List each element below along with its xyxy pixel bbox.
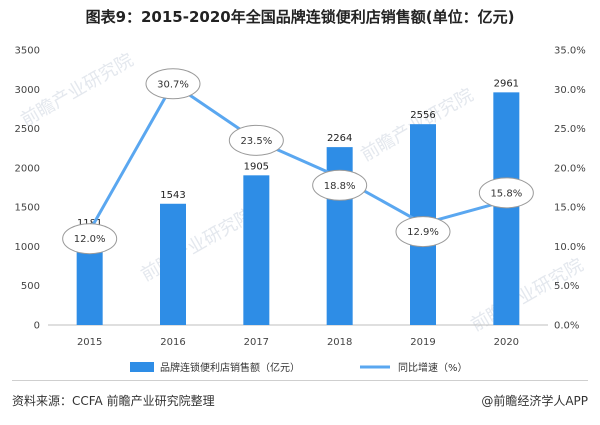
right-axis-tick-label: 10.0% [554,242,586,253]
bar-value-label: 2961 [494,78,519,89]
chart: 前瞻产业研究院前瞻产业研究院前瞻产业研究院前瞻产业研究院 05001000150… [15,46,588,375]
bar-value-label: 2556 [410,110,435,121]
left-axis-tick-label: 2500 [15,124,40,135]
growth-label-bubble [478,177,534,209]
bar [493,92,520,325]
x-axis-tick-label: 2017 [244,337,269,348]
source-note: 资料来源：CCFA 前瞻产业研究院整理 [12,394,215,408]
growth-value-label: 12.0% [74,234,106,245]
right-axis-tick-label: 20.0% [554,163,586,174]
bar-value-label: 1905 [244,161,269,172]
growth-label-bubble [228,124,284,156]
growth-value-label: 23.5% [240,136,272,147]
left-axis-tick-label: 0 [34,321,40,332]
right-axis-tick-label: 30.0% [554,85,586,96]
left-axis-tick-label: 2000 [15,163,40,174]
left-axis-tick-label: 3000 [15,85,40,96]
footer-divider [12,380,588,381]
growth-label-bubble [395,216,451,248]
brand-note: @前瞻经济学人APP [481,394,588,408]
right-axis-tick-label: 25.0% [554,124,586,135]
watermark-text: 前瞻产业研究院 [137,205,257,286]
bar-value-label: 2264 [327,133,352,144]
right-axis-tick-label: 15.0% [554,203,586,214]
legend-bar-label: 品牌连锁便利店销售额（亿元） [160,361,300,374]
bar [160,203,186,325]
left-axis-tick-label: 500 [21,281,40,292]
chart-title: 图表9：2015-2020年全国品牌连锁便利店销售额(单位：亿元) [85,8,515,26]
bar [243,175,270,325]
growth-labels: 12.0% 30.7% 23.5% 18.8% 12.9% 15.8% [62,68,534,255]
growth-value-label: 12.9% [407,227,439,238]
left-axis-tick-label: 1500 [15,203,40,214]
legend: 品牌连锁便利店销售额（亿元） 同比增速（%） [130,361,468,374]
growth-label-bubble [145,68,201,100]
left-axis-tick-label: 3500 [15,46,40,57]
right-axis-tick-label: 35.0% [554,46,586,57]
x-axis-tick-label: 2016 [160,337,185,348]
growth-value-label: 15.8% [490,188,522,199]
x-axis-tick-label: 2020 [494,337,519,348]
growth-value-label: 30.7% [157,79,189,90]
bars [76,92,520,326]
growth-label-bubble [62,223,118,255]
left-axis-tick-label: 1000 [15,242,40,253]
axes: 0 500 1000 1500 2000 2500 3000 3500 0.0% 5.0% 10.0… [15,46,586,349]
x-axis-tick-label: 2018 [327,337,352,348]
right-axis-tick-label: 5.0% [554,281,579,292]
growth-value-label: 18.8% [324,181,356,192]
x-axis-tick-label: 2019 [410,337,435,348]
x-axis-tick-label: 2015 [77,337,102,348]
growth-label-bubble [312,169,368,201]
legend-line-label: 同比增速（%） [398,361,468,374]
right-axis-tick-label: 0.0% [554,321,579,332]
legend-bar-swatch [130,362,154,372]
bar-value-label: 1543 [160,190,185,201]
